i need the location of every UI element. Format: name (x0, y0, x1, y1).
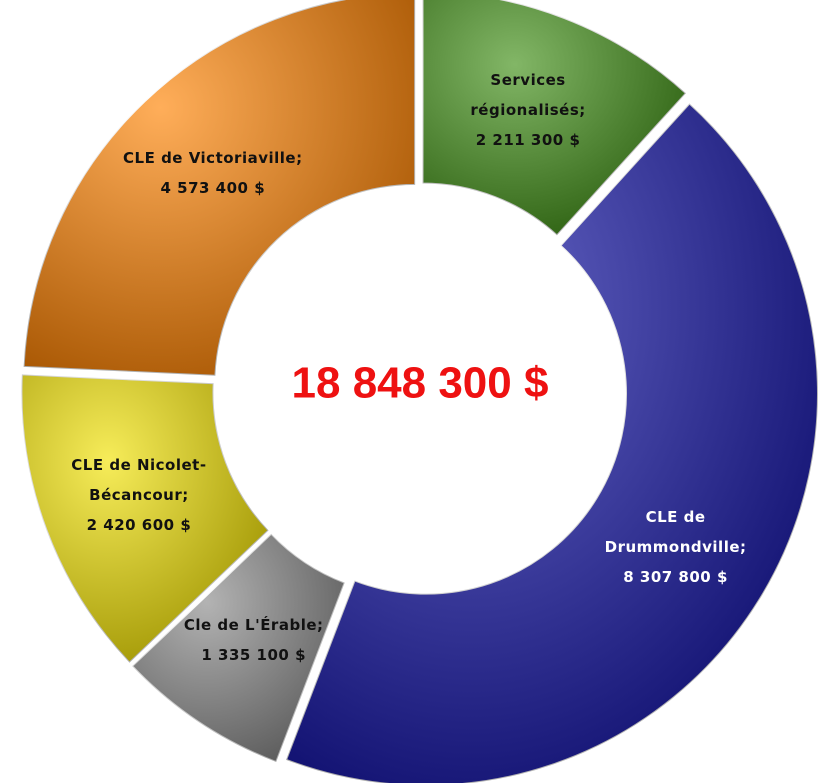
center-total: 18 848 300 $ (292, 359, 549, 408)
label-box: CLE de Nicolet-Bécancour; 2 420 600 $ (49, 440, 229, 550)
slice-label: CLE de Drummondville; 8 307 800 $ (586, 492, 766, 602)
label-box: Cle de L'Érable; 1 335 100 $ (164, 585, 344, 695)
value-label: 8 307 800 $ (623, 568, 728, 587)
slice-label: Services régionalisés; 2 211 300 $ (438, 55, 618, 165)
slice-label: CLE de Nicolet-Bécancour; 2 420 600 $ (49, 440, 229, 550)
value-label: 4 573 400 $ (160, 179, 266, 198)
value-label: 2 211 300 $ (475, 131, 581, 150)
value-label: 1 335 100 $ (201, 645, 307, 664)
category-label: Cle de L'Érable; (183, 615, 324, 634)
label-box: CLE de Victoriaville; 4 573 400 $ (123, 118, 303, 228)
category-label: CLE de Drummondville; (604, 508, 747, 557)
slice-label: Cle de L'Érable; 1 335 100 $ (164, 585, 344, 695)
slice-label: CLE de Victoriaville; 4 573 400 $ (123, 118, 303, 228)
category-label: CLE de Nicolet-Bécancour; (71, 455, 207, 504)
category-label: Services régionalisés; (470, 71, 586, 120)
label-box: Services régionalisés; 2 211 300 $ (438, 55, 618, 165)
value-label: 2 420 600 $ (86, 515, 192, 534)
category-label: CLE de Victoriaville; (123, 149, 303, 168)
label-box: CLE de Drummondville; 8 307 800 $ (586, 492, 766, 602)
